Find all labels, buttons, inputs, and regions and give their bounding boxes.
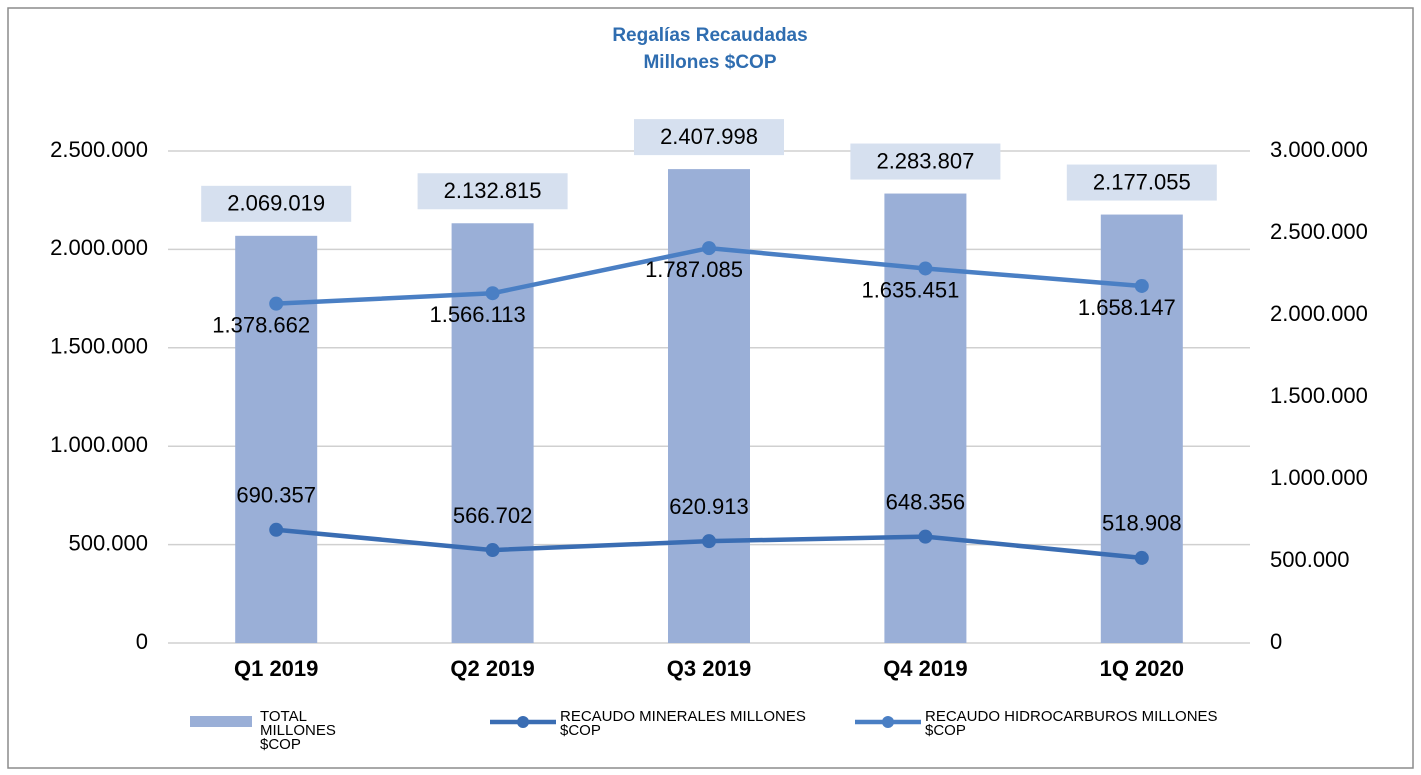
data-label: 2.177.055	[1093, 169, 1191, 194]
data-label: 690.357	[236, 483, 316, 508]
line-marker	[269, 296, 284, 311]
x-tick-label: 1Q 2020	[1100, 656, 1184, 681]
data-label: 1.378.662	[212, 312, 310, 337]
line-marker	[485, 286, 500, 301]
data-label-box	[634, 119, 784, 156]
data-label: 2.283.807	[876, 148, 974, 173]
chart-subtitle: Millones $COP	[643, 52, 776, 73]
y-tick-label: 500.000	[68, 530, 148, 555]
y-tick-label: 2.500.000	[50, 137, 148, 162]
legend-label: RECAUDO HIDROCARBUROS MILLONES $COP	[925, 708, 1218, 739]
data-label-box	[417, 173, 568, 210]
legend-label: TOTAL MILLONES $COP	[260, 708, 336, 753]
x-tick-label: Q4 2019	[883, 656, 967, 681]
data-label-box	[1066, 164, 1217, 201]
data-label: 620.913	[669, 494, 749, 519]
data-label: 1.566.113	[429, 302, 525, 327]
legend-marker	[517, 716, 529, 728]
line-marker	[702, 534, 716, 549]
data-label: 2.132.815	[444, 178, 542, 203]
x-tick-label: Q3 2019	[667, 656, 751, 681]
data-label: 1.658.147	[1078, 295, 1176, 320]
data-label: 648.356	[886, 489, 966, 514]
line-marker	[1134, 550, 1149, 565]
line-marker	[918, 261, 933, 276]
y2-tick-label: 500.000	[1270, 547, 1350, 572]
y2-tick-label: 3.000.000	[1270, 137, 1368, 162]
data-label: 566.702	[453, 503, 533, 528]
y-tick-label: 1.000.000	[50, 432, 148, 457]
line-marker	[1134, 278, 1149, 293]
y2-tick-label: 2.000.000	[1270, 301, 1368, 326]
line-marker	[918, 529, 933, 544]
data-label-box	[850, 143, 1001, 180]
line-marker	[269, 522, 284, 537]
y2-tick-label: 1.500.000	[1270, 383, 1368, 408]
data-label: 2.407.998	[660, 124, 758, 149]
bar	[884, 193, 967, 643]
data-label: 1.635.451	[861, 277, 959, 302]
x-tick-label: Q2 2019	[450, 656, 534, 681]
y-tick-label: 0	[136, 629, 148, 654]
chart-title: Regalías Recaudadas	[612, 25, 807, 46]
legend-swatch	[190, 716, 252, 727]
y2-tick-label: 0	[1270, 629, 1282, 654]
legend-marker	[882, 716, 894, 728]
y-tick-label: 1.500.000	[50, 334, 148, 359]
data-label: 2.069.019	[227, 191, 325, 216]
legend-label: RECAUDO MINERALES MILLONES $COP	[560, 708, 806, 739]
data-label-box	[201, 185, 352, 222]
y-tick-label: 2.000.000	[50, 235, 148, 260]
line-marker	[702, 241, 716, 256]
y2-tick-label: 2.500.000	[1270, 219, 1368, 244]
data-label: 1.787.085	[645, 257, 743, 282]
y2-tick-label: 1.000.000	[1270, 465, 1368, 490]
data-label: 518.908	[1102, 511, 1182, 536]
line-marker	[485, 543, 500, 558]
bar	[668, 169, 750, 643]
bar	[1100, 214, 1183, 643]
x-tick-label: Q1 2019	[234, 656, 318, 681]
